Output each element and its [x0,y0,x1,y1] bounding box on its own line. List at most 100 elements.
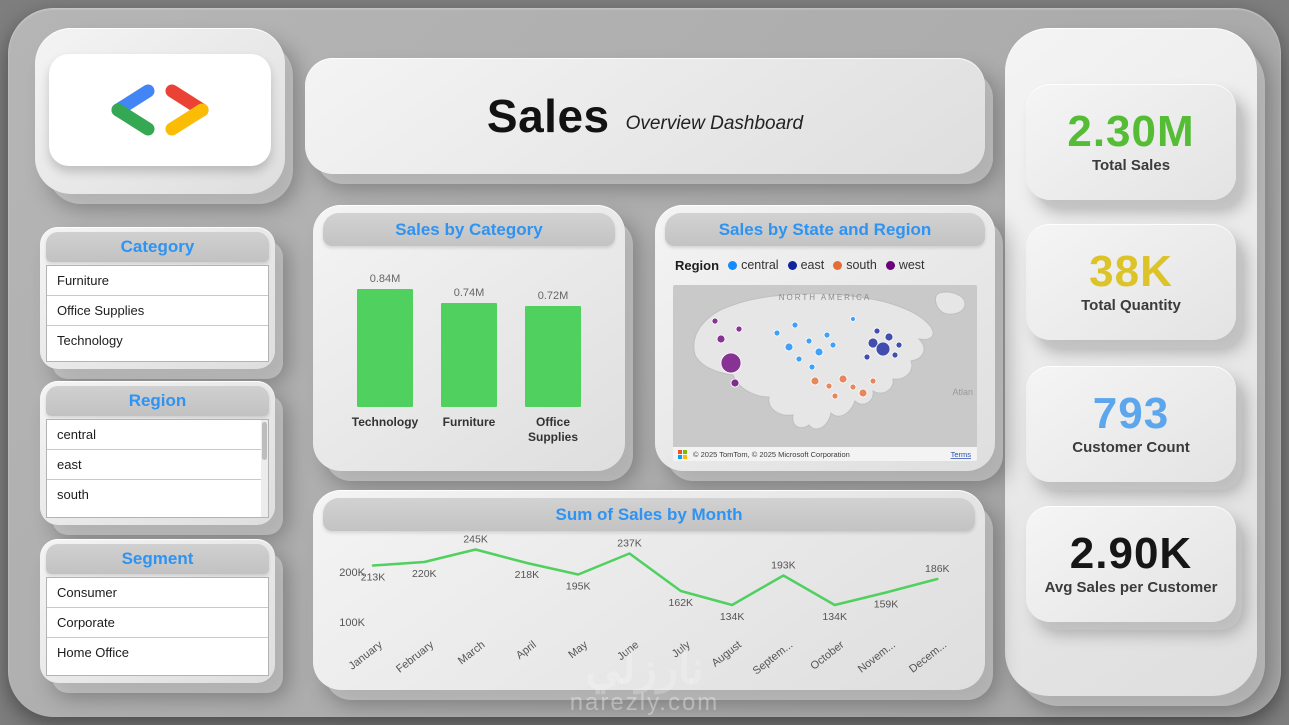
map-bubble-central[interactable] [805,337,813,345]
map-bubble-west[interactable] [720,352,742,374]
list-item[interactable]: Technology [57,333,123,348]
list-item[interactable]: Office Supplies [47,296,268,326]
microsoft-logo-icon [683,455,687,459]
kpi-label: Customer Count [1072,439,1190,456]
filter-title: Category [46,232,269,262]
line-chart-plot: 200K 100K 213K January 220K February 245K March… [339,534,950,677]
title-card: Sales Overview Dashboard [305,58,985,174]
sales-by-month-chart: Sum of Sales by Month 200K 100K 213K Januar… [313,490,985,690]
legend-item-east[interactable]: east [787,258,825,272]
terms-link[interactable]: Terms [951,450,972,459]
chart-title: Sales by State and Region [665,213,985,246]
page-title: Sales [486,90,610,142]
legend-item-west[interactable]: west [885,258,925,272]
x-axis-label: February [394,639,436,676]
legend-item-south[interactable]: south [833,258,877,272]
filter-panel-category: Category Furniture Office Supplies Technol… [40,227,275,369]
map-bubble-central[interactable] [808,363,816,371]
map-bubble-east[interactable] [873,327,881,335]
data-label: 186K [925,563,950,575]
bar-group: 0.74M Furniture [431,287,507,445]
data-label: 193K [771,560,796,572]
data-label: 134K [720,611,745,623]
legend-dot [728,260,738,270]
map-bubble-central[interactable] [814,347,824,357]
map-legend: Region central east south west [675,254,981,276]
scrollbar-thumb[interactable] [262,422,267,460]
list-item[interactable]: Consumer [47,578,268,608]
dashboard-frame: Sales Overview Dashboard 2.30M Total Sal… [8,8,1281,717]
page-subtitle: Overview Dashboard [625,113,804,134]
map-bubble-west[interactable] [711,317,719,325]
map-bubble-east[interactable] [891,351,899,359]
bar[interactable] [525,306,581,407]
map-bubble-central[interactable] [823,331,831,339]
map-bubble-east[interactable] [895,341,903,349]
map-ocean-label: Atlan [952,387,973,397]
map-bubble-east[interactable] [863,353,871,361]
list-item[interactable]: south [57,487,89,502]
filter-panel-segment: Segment Consumer Corporate Home Office [40,539,275,683]
bar[interactable] [357,289,413,407]
map-bubble-south[interactable] [869,377,877,385]
legend-dot [833,260,843,270]
bar-value-label: 0.84M [369,273,401,285]
map-bubble-south[interactable] [810,376,820,386]
scrollbar[interactable] [261,420,268,517]
map-bubble-west[interactable] [730,378,740,388]
x-axis-label: March [456,639,487,667]
list-item[interactable]: Home Office [57,645,130,660]
bubble-layer [711,316,903,400]
bar[interactable] [441,303,497,407]
map-bubble-south[interactable] [825,382,833,390]
angle-brackets-logo-icon [111,84,209,136]
legend-item-central[interactable]: central [728,258,779,272]
legend-label: south [846,258,877,272]
kpi-value: 2.30M [1067,107,1195,156]
map-bubble-south[interactable] [838,374,848,384]
map-bubble-central[interactable] [829,341,837,349]
legend-label: east [800,258,825,272]
map-bubble-central[interactable] [850,316,856,322]
kpi-column: 2.30M Total Sales 38K Total Quantity 793… [1005,28,1257,696]
map-bubble-east[interactable] [867,337,879,349]
x-axis-label: May [566,639,590,662]
list-item[interactable]: Furniture [47,266,268,296]
x-axis-label: October [808,639,846,673]
kpi-label: Avg Sales per Customer [1044,579,1218,596]
map-bubble-central[interactable] [773,329,781,337]
map-bubble-central[interactable] [791,321,799,329]
data-label: 218K [515,569,540,581]
y-axis-tick: 100K [339,617,365,629]
bar-category-label: Office Supplies [527,415,578,444]
kpi-value: 2.90K [1069,529,1193,578]
bar-category-label: Technology [351,415,419,429]
map-attribution: © 2025 TomTom, © 2025 Microsoft Corporat… [673,447,977,461]
x-axis-label: June [615,639,641,663]
map-bubble-central[interactable] [795,355,803,363]
map-bubble-south[interactable] [831,392,839,400]
region-filter-list: central east south [46,419,269,518]
data-label: 245K [463,534,488,546]
map-bubble-west[interactable] [735,325,743,333]
sales-line[interactable] [371,548,939,607]
legend-dot [787,260,797,270]
list-item[interactable]: Corporate [47,608,268,638]
map-bubble-central[interactable] [784,342,794,352]
data-label: 213K [361,572,386,584]
category-filter-list: Furniture Office Supplies Technology [46,265,269,362]
microsoft-logo-icon [678,450,682,454]
map-bubble-east[interactable] [884,332,894,342]
bar-value-label: 0.74M [453,287,485,299]
map-bubble-west[interactable] [716,334,726,344]
map-bubble-south[interactable] [858,388,868,398]
map-bubble-south[interactable] [849,383,857,391]
data-label: 220K [412,568,437,580]
kpi-card-customer-count: 793 Customer Count [1026,366,1236,482]
legend-label: central [741,258,779,272]
map-bubble-east[interactable] [875,341,891,357]
list-item[interactable]: central [47,420,268,450]
list-item[interactable]: east [47,450,268,480]
sales-by-category-chart: Sales by Category 0.84M Technology 0.74M Fu… [313,205,625,471]
map-canvas[interactable]: NORTH AMERICA Atlan © 2025 TomTom, © 202… [673,285,977,461]
